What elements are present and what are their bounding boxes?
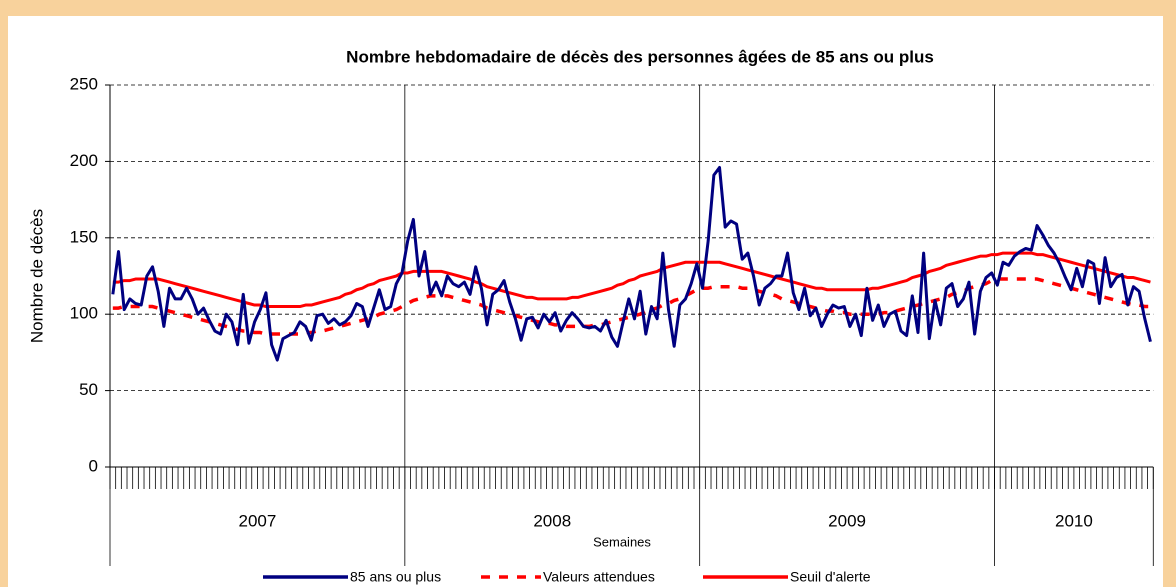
series-line	[112, 251, 1151, 309]
chart-frame: Nombre hebdomadaire de décès des personn…	[8, 16, 1163, 587]
year-label: 2008	[533, 511, 571, 530]
y-tick-label: 100	[70, 304, 98, 323]
legend-label: 85 ans ou plus	[350, 569, 441, 585]
y-tick-label: 200	[70, 151, 98, 170]
legend-label: Seuil d'alerte	[790, 569, 871, 585]
series-line	[111, 166, 1152, 362]
y-tick-label: 250	[70, 74, 98, 93]
year-label: 2009	[828, 511, 866, 530]
y-axis-label: Nombre de décès	[27, 209, 46, 343]
y-tick-label: 150	[70, 227, 98, 246]
chart-title: Nombre hebdomadaire de décès des personn…	[346, 47, 934, 66]
legend-label: Valeurs attendues	[543, 569, 655, 585]
chart: Nombre hebdomadaire de décès des personn…	[27, 47, 1154, 585]
y-tick-label: 0	[89, 456, 98, 475]
year-label: 2010	[1055, 511, 1093, 530]
x-axis-label: Semaines	[593, 534, 651, 549]
y-tick-label: 50	[79, 380, 98, 399]
year-label: 2007	[239, 511, 277, 530]
